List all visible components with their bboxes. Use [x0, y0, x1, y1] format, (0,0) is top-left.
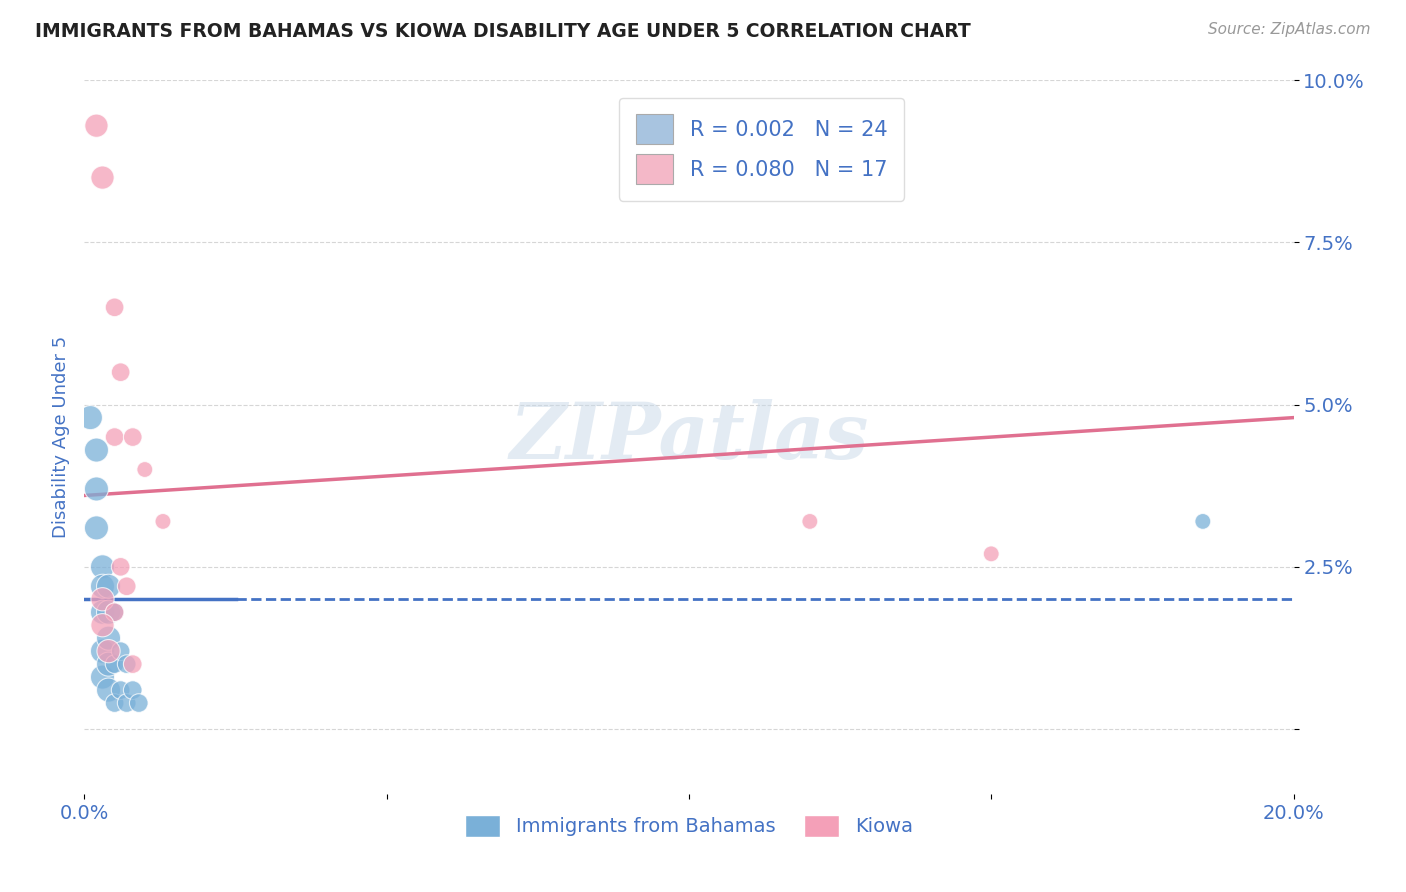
Text: IMMIGRANTS FROM BAHAMAS VS KIOWA DISABILITY AGE UNDER 5 CORRELATION CHART: IMMIGRANTS FROM BAHAMAS VS KIOWA DISABIL… — [35, 22, 972, 41]
Point — [91, 170, 114, 185]
Point — [97, 644, 120, 658]
Point — [91, 644, 114, 658]
Point — [104, 301, 127, 315]
Point — [91, 579, 114, 593]
Point — [121, 683, 143, 698]
Point — [97, 579, 120, 593]
Text: Source: ZipAtlas.com: Source: ZipAtlas.com — [1208, 22, 1371, 37]
Point — [104, 605, 127, 619]
Point — [115, 657, 138, 672]
Point — [121, 430, 143, 444]
Point — [980, 547, 1002, 561]
Point — [91, 605, 114, 619]
Y-axis label: Disability Age Under 5: Disability Age Under 5 — [52, 336, 70, 538]
Point — [134, 462, 156, 476]
Text: ZIPatlas: ZIPatlas — [509, 399, 869, 475]
Point — [79, 410, 101, 425]
Point — [115, 696, 138, 710]
Point — [115, 579, 138, 593]
Point — [1192, 515, 1215, 529]
Point — [91, 670, 114, 684]
Point — [97, 605, 120, 619]
Point — [97, 631, 120, 645]
Point — [97, 683, 120, 698]
Point — [91, 559, 114, 574]
Point — [110, 559, 132, 574]
Point — [110, 365, 132, 379]
Point — [110, 683, 132, 698]
Point — [152, 515, 174, 529]
Point — [97, 657, 120, 672]
Point — [91, 592, 114, 607]
Point — [799, 515, 821, 529]
Point — [104, 605, 127, 619]
Point — [91, 618, 114, 632]
Point — [86, 119, 108, 133]
Point — [110, 644, 132, 658]
Point — [86, 482, 108, 496]
Point — [104, 657, 127, 672]
Point — [128, 696, 150, 710]
Point — [104, 430, 127, 444]
Point — [121, 657, 143, 672]
Point — [104, 696, 127, 710]
Point — [86, 443, 108, 458]
Point — [86, 521, 108, 535]
Legend: Immigrants from Bahamas, Kiowa: Immigrants from Bahamas, Kiowa — [457, 806, 921, 845]
